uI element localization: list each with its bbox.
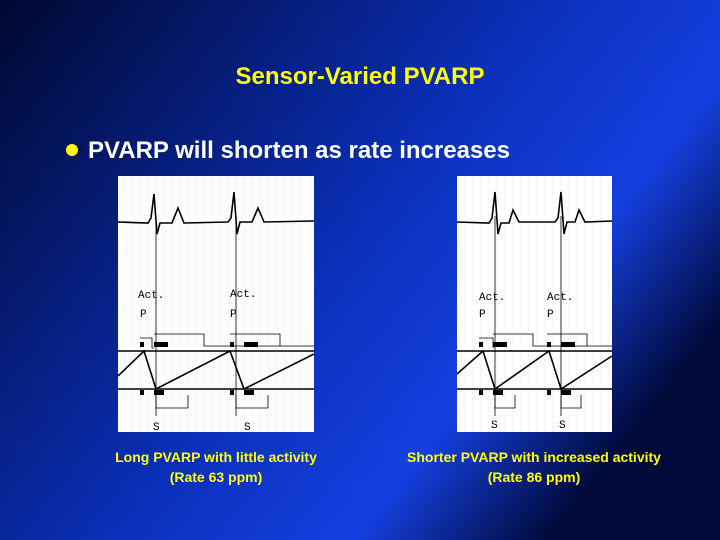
act-label: Act. (230, 289, 256, 301)
caption: (Rate 86 ppm) (488, 469, 581, 485)
bullet-text: PVARP will shorten as rate increases (88, 137, 510, 164)
act-label: Act. (547, 292, 573, 304)
caption: (Rate 63 ppm) (170, 469, 263, 485)
caption: Shorter PVARP with increased activity (407, 449, 661, 465)
ecg-strip: Act. Act. P P S S (456, 176, 613, 432)
act-label: Act. (138, 290, 164, 302)
p-label: P (479, 309, 486, 321)
s-label: S (153, 422, 160, 434)
slide-title: Sensor-Varied PVARP (236, 63, 485, 90)
s-label: S (244, 422, 251, 434)
s-label: S (491, 420, 498, 432)
ecg-strip: Act. Act. P P S S (117, 176, 315, 434)
p-label: P (547, 309, 554, 321)
p-label: P (230, 309, 237, 321)
s-label: S (559, 420, 566, 432)
act-label: Act. (479, 292, 505, 304)
bullet-dot (66, 144, 78, 156)
p-label: P (140, 309, 147, 321)
caption: Long PVARP with little activity (115, 449, 317, 465)
